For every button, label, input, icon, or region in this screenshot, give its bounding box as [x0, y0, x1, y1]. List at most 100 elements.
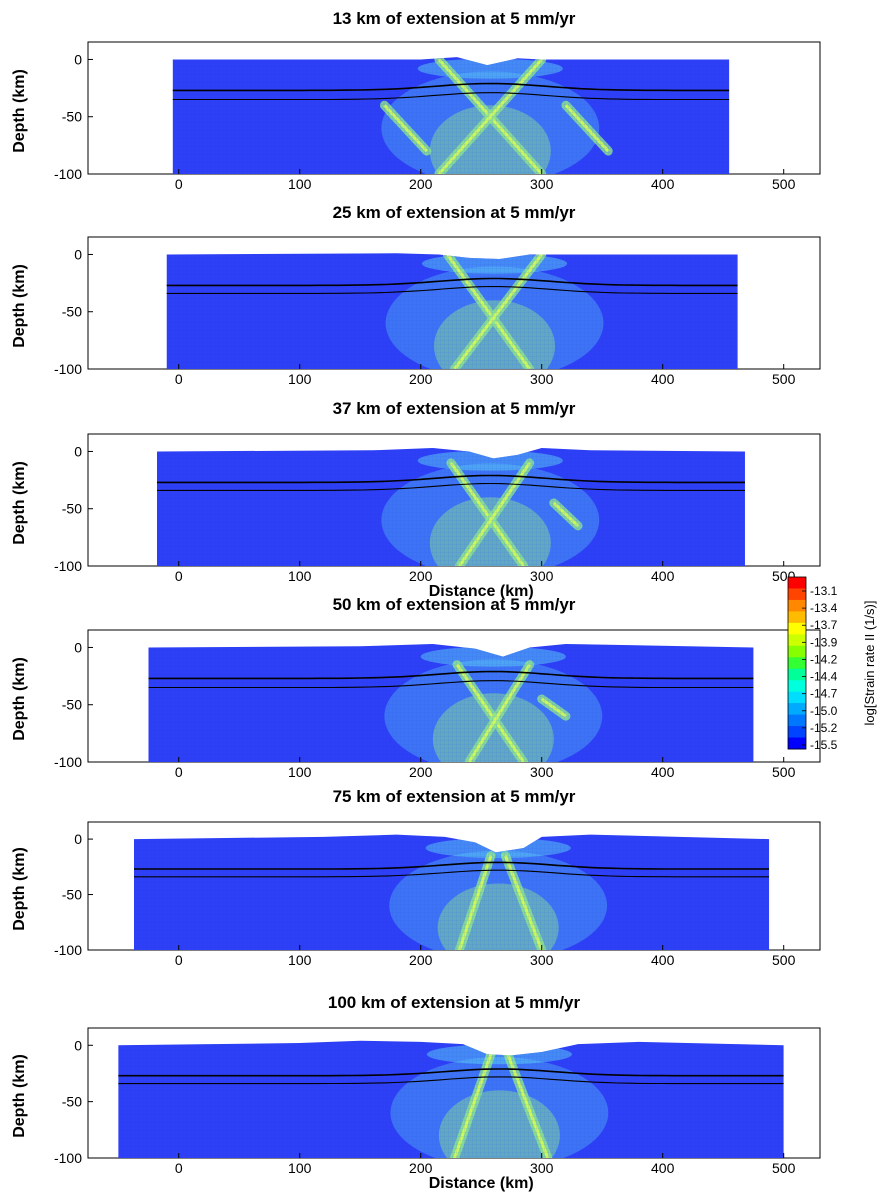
x-tick-label: 400	[651, 176, 675, 192]
y-axis-label: Depth (km)	[11, 657, 28, 741]
y-axis-label: Depth (km)	[11, 461, 28, 545]
x-tick-label: 0	[175, 371, 183, 387]
colorbar-swatch	[788, 622, 806, 635]
y-tick-label: 0	[74, 443, 82, 459]
panel-1: 13 km of extension at 5 mm/yr 0 100 200 300 4…	[11, 9, 821, 192]
x-tick-label: 400	[651, 1160, 675, 1176]
y-tick-label: -100	[54, 558, 82, 574]
strain-field	[156, 448, 745, 566]
x-tick-label: 100	[288, 568, 312, 584]
colorbar-swatch	[788, 737, 806, 750]
x-tick-label: 100	[288, 764, 312, 780]
y-tick-label: 0	[74, 831, 82, 847]
y-tick-label: -100	[54, 1150, 82, 1166]
mesh-grid	[166, 253, 738, 369]
interface-line	[118, 1076, 784, 1085]
x-tick-label: 0	[175, 952, 183, 968]
panel-4: 50 km of extension at 5 mm/yr 0 100 200 300 4…	[11, 595, 821, 780]
y-tick-label: 0	[74, 1037, 82, 1053]
colorbar-tick-label: -14.7	[810, 687, 838, 701]
interface-line	[118, 1068, 784, 1077]
x-tick-label: 300	[530, 371, 554, 387]
colorbar-swatch	[788, 588, 806, 601]
x-tick-label: 300	[530, 1160, 554, 1176]
colorbar-swatch	[788, 691, 806, 704]
x-tick-label: 100	[288, 371, 312, 387]
x-tick-label: 400	[651, 371, 675, 387]
panel-title: 13 km of extension at 5 mm/yr	[333, 9, 576, 28]
interface-line	[148, 680, 754, 689]
y-tick-label: 0	[74, 51, 82, 67]
colorbar-tick-label: -15.5	[810, 738, 838, 752]
colorbar-tick-label: -13.1	[810, 584, 838, 598]
y-tick-label: -100	[54, 166, 82, 182]
x-tick-label: 0	[175, 764, 183, 780]
x-tick-label: 100	[288, 176, 312, 192]
colorbar-swatch	[788, 714, 806, 727]
y-tick-label: -50	[62, 109, 82, 125]
strain-field	[172, 57, 730, 174]
panel-5: 75 km of extension at 5 mm/yr 0 100 200 300 4…	[11, 787, 821, 968]
colorbar-swatch	[788, 668, 806, 681]
y-tick-label: -50	[62, 501, 82, 517]
mesh-grid	[118, 1040, 784, 1158]
colorbar-swatch	[788, 599, 806, 612]
interface-line	[148, 670, 754, 680]
x-tick-label: 200	[409, 764, 433, 780]
x-tick-label: 300	[530, 764, 554, 780]
colorbar-frame	[787, 576, 807, 750]
x-tick-label: 200	[409, 568, 433, 584]
x-tick-label: 500	[772, 952, 796, 968]
mesh-grid	[172, 57, 730, 174]
panel-title: 25 km of extension at 5 mm/yr	[333, 203, 576, 222]
interface-line	[134, 869, 770, 878]
x-tick-label: 500	[772, 764, 796, 780]
panel-title: 100 km of extension at 5 mm/yr	[328, 993, 581, 1012]
y-tick-label: -50	[62, 1094, 82, 1110]
y-tick-label: -50	[62, 697, 82, 713]
panel-title: 50 km of extension at 5 mm/yr	[333, 595, 576, 614]
colorbar-tick-label: -14.2	[810, 652, 838, 666]
y-tick-label: -100	[54, 754, 82, 770]
x-tick-label: 200	[409, 371, 433, 387]
colorbar-swatch	[788, 645, 806, 658]
panel-3: 37 km of extension at 5 mm/yr 0 100 200 300 4…	[11, 399, 821, 600]
colorbar-tick-label: -13.4	[810, 601, 838, 615]
x-tick-label: 100	[288, 1160, 312, 1176]
x-tick-label: 300	[530, 952, 554, 968]
interface-line	[172, 82, 730, 92]
x-tick-label: 0	[175, 1160, 183, 1176]
colorbar-tick-label: -15.2	[810, 721, 838, 735]
x-axis-label: Distance (km)	[429, 583, 534, 600]
panel-6: 100 km of extension at 5 mm/yr 0 100 200 300…	[11, 993, 821, 1192]
colorbar-swatch	[788, 611, 806, 624]
y-tick-label: -100	[54, 942, 82, 958]
colorbar-swatch	[788, 634, 806, 647]
x-tick-label: 500	[772, 371, 796, 387]
y-tick-label: -100	[54, 361, 82, 377]
colorbar-tick-label: -13.9	[810, 635, 838, 649]
colorbar: -13.1 -13.4 -13.7 -13.9 -14.2 -14.4 -14.7 -15.0…	[787, 576, 877, 752]
colorbar-tick-label: -15.0	[810, 704, 838, 718]
x-tick-label: 100	[288, 952, 312, 968]
colorbar-label: log[Strain rate II (1/s)]	[862, 601, 877, 726]
strain-field	[118, 1040, 784, 1158]
x-tick-label: 400	[651, 764, 675, 780]
colorbar-swatch	[788, 680, 806, 693]
panel-title: 75 km of extension at 5 mm/yr	[333, 787, 576, 806]
panel-2: 25 km of extension at 5 mm/yr 0 100 200 300 4…	[11, 203, 821, 387]
x-tick-label: 300	[530, 176, 554, 192]
mesh-grid	[156, 448, 745, 566]
interface-line	[172, 92, 730, 101]
x-tick-label: 400	[651, 568, 675, 584]
colorbar-tick-label: -14.4	[810, 670, 838, 684]
y-tick-label: 0	[74, 639, 82, 655]
y-tick-label: 0	[74, 246, 82, 262]
x-tick-label: 500	[772, 176, 796, 192]
x-tick-label: 200	[409, 176, 433, 192]
panel-title: 37 km of extension at 5 mm/yr	[333, 399, 576, 418]
x-tick-label: 400	[651, 952, 675, 968]
interface-line	[166, 277, 738, 287]
mesh-grid	[148, 644, 754, 762]
